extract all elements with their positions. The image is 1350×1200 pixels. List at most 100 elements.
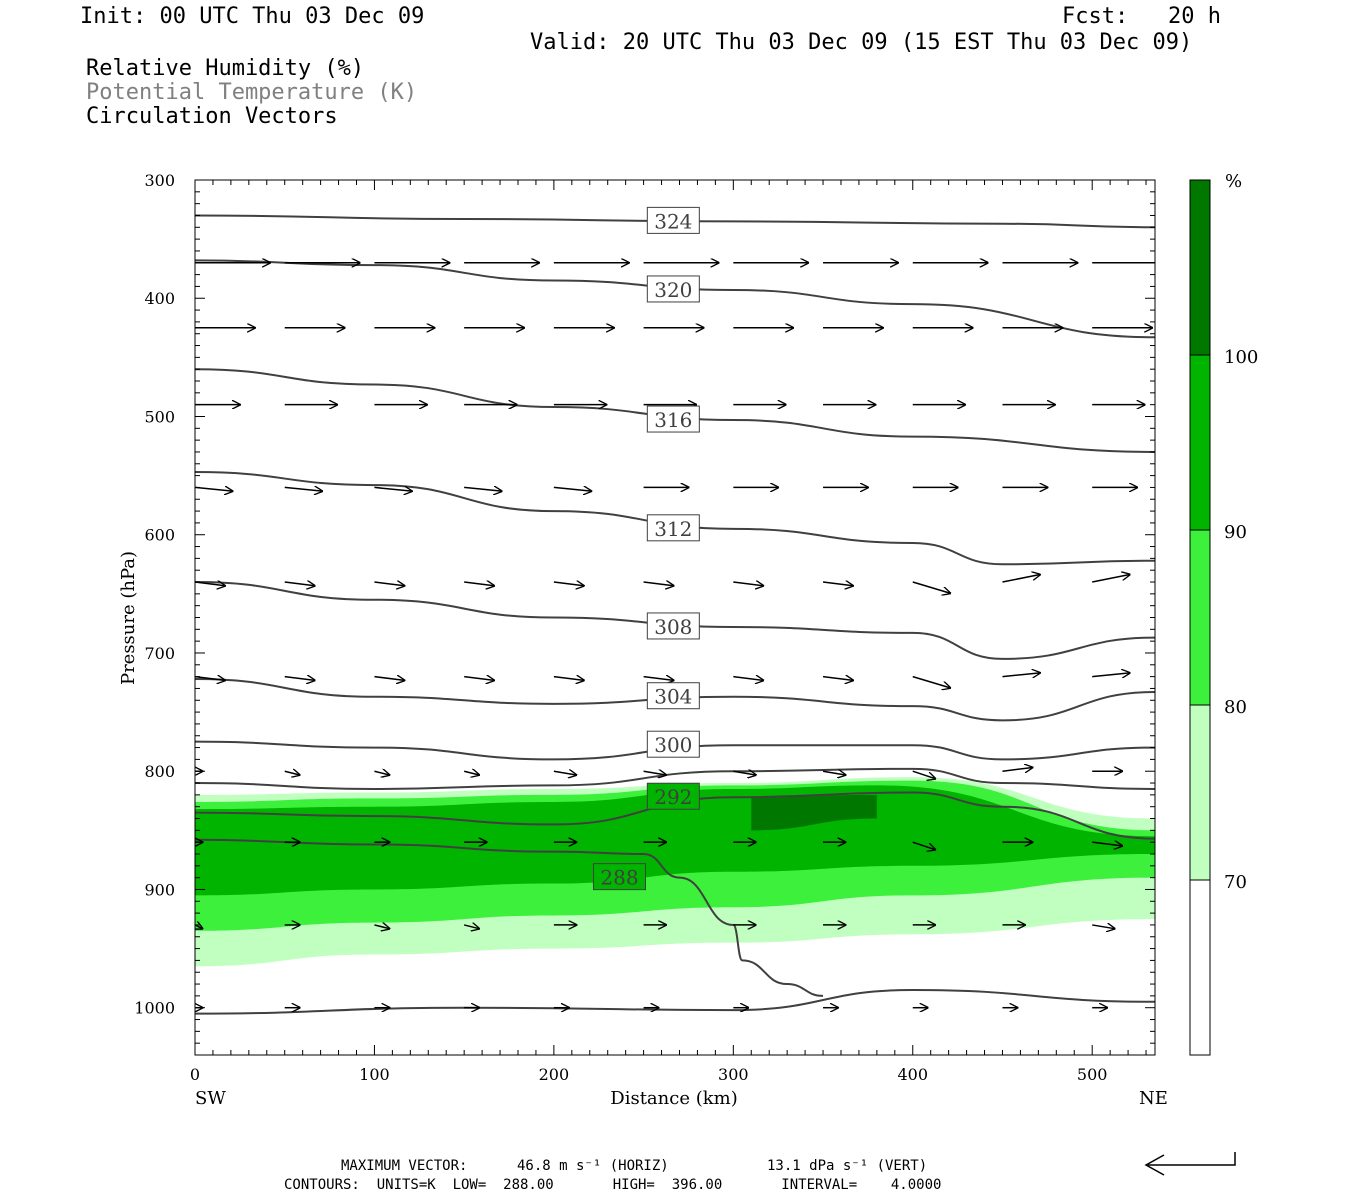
theta-label-text: 324 — [654, 209, 692, 233]
rh-band-90 — [195, 785, 1155, 896]
axis-ticks: 300 400 500 600 700 800 900 1000 0 100 200 300 400 50… — [134, 171, 1155, 1084]
circulation-vector — [284, 487, 323, 491]
circulation-vector — [195, 582, 225, 586]
theta-label-text: 316 — [654, 408, 692, 432]
circulation-vector — [553, 771, 577, 775]
theta-label-text: 304 — [654, 685, 692, 709]
theta-contour-312 — [195, 471, 1155, 566]
circulation-vector — [374, 487, 412, 491]
circulation-vector — [1002, 575, 1040, 583]
x-axis-label: Distance (km) — [610, 1088, 737, 1109]
colorbar: 70 80 90 100 — [1189, 179, 1258, 1056]
circulation-vector — [463, 771, 479, 775]
circulation-vector — [1092, 925, 1115, 929]
y-tick-label: 1000 — [134, 999, 175, 1018]
x-tick-label: 100 — [359, 1065, 390, 1084]
circulation-vector — [1092, 575, 1130, 583]
theta-label-text: 292 — [654, 785, 692, 809]
y-tick-label: 600 — [144, 526, 175, 545]
theta-contour-288 — [195, 838, 824, 997]
circulation-vector — [553, 677, 584, 681]
theta-label-292: 292 — [646, 782, 700, 810]
circulation-vector — [195, 487, 233, 491]
theta-contour-304 — [195, 677, 1155, 722]
theta-label-312: 312 — [646, 514, 700, 542]
circulation-vector — [822, 582, 853, 586]
max-vector-vert: 13.1 dPa s⁻¹ (VERT) — [767, 1158, 928, 1174]
theta-label-304: 304 — [646, 682, 700, 710]
circulation-vector — [553, 582, 584, 586]
y-tick-label: 400 — [144, 289, 175, 308]
circulation-vector — [643, 677, 674, 681]
colorbar-segment — [1190, 530, 1210, 705]
theta-contour-300 — [195, 740, 1155, 761]
theta-label-box — [646, 782, 700, 810]
y-tick-label: 900 — [144, 880, 175, 899]
colorbar-segment — [1190, 355, 1210, 530]
circulation-vector — [464, 677, 494, 681]
y-tick-label: 300 — [144, 171, 175, 190]
x-end-label-right: NE — [1139, 1088, 1168, 1109]
circulation-vector — [733, 771, 756, 775]
x-tick-label: 200 — [539, 1065, 570, 1084]
max-vector-horiz: 46.8 m s⁻¹ (HORIZ) — [517, 1158, 669, 1174]
circulation-vector — [284, 677, 315, 681]
theta-contour-296 — [195, 767, 1155, 790]
colorbar-label: 80 — [1224, 697, 1247, 718]
y-axis-label: Pressure (hPa) — [118, 551, 139, 685]
circulation-vector — [464, 582, 494, 586]
y-tick-label: 800 — [144, 762, 175, 781]
theta-label-300: 300 — [646, 730, 700, 758]
init-time: Init: 00 UTC Thu 03 Dec 09 — [80, 4, 425, 29]
circulation-vector — [464, 487, 502, 491]
theta-label-box — [646, 275, 700, 303]
theta-label-box — [646, 514, 700, 542]
circulation-vector — [1092, 842, 1122, 846]
circulation-vector — [374, 771, 389, 775]
forecast-hour: Fcst: 20 h — [1062, 4, 1221, 29]
circulation-vector — [463, 925, 479, 929]
circulation-vector — [1092, 673, 1130, 677]
theta-label-308: 308 — [646, 612, 700, 640]
circulation-vector — [374, 582, 404, 586]
x-tick-label: 500 — [1077, 1065, 1108, 1084]
rh-shading — [195, 777, 1155, 967]
theta-label-324: 324 — [646, 206, 700, 234]
circulation-vector — [195, 925, 203, 929]
circulation-vector — [733, 582, 763, 586]
colorbar-segment — [1190, 180, 1210, 355]
circulation-vector — [284, 582, 315, 586]
circulation-vector — [374, 677, 404, 681]
field-title-vectors: Circulation Vectors — [86, 104, 338, 129]
return-arrow-icon — [1144, 1152, 1236, 1176]
theta-contour-292 — [195, 791, 1155, 840]
theta-label-text: 308 — [654, 615, 692, 639]
theta-label-320: 320 — [646, 275, 700, 303]
colorbar-segment — [1190, 880, 1210, 1055]
contour-labels: 324 320 316 312 308 304 300 292 288 — [592, 206, 700, 891]
x-tick-label: 400 — [897, 1065, 928, 1084]
field-title-rh: Relative Humidity (%) — [86, 56, 365, 81]
colorbar-label: 70 — [1224, 872, 1247, 893]
x-end-label-left: SW — [195, 1088, 226, 1109]
circulation-vector — [822, 771, 846, 775]
x-tick-label: 0 — [190, 1065, 200, 1084]
circulation-vector — [912, 581, 951, 593]
theta-label-box — [646, 682, 700, 710]
colorbar-label: 90 — [1224, 522, 1247, 543]
x-tick-label: 300 — [718, 1065, 749, 1084]
theta-label-box — [646, 612, 700, 640]
circulation-vector — [553, 487, 592, 491]
theta-label-text: 320 — [654, 278, 692, 302]
circulation-vector — [643, 582, 674, 586]
circulation-vector — [195, 677, 225, 681]
colorbar-segment — [1190, 705, 1210, 880]
theta-contour-324 — [195, 214, 1155, 229]
theta-label-box — [592, 863, 646, 891]
colorbar-label: 100 — [1224, 347, 1258, 368]
circulation-vector — [912, 675, 951, 688]
theta-label-288: 288 — [592, 863, 646, 891]
rh-band-100 — [751, 794, 877, 831]
field-title-theta: Potential Temperature (K) — [86, 80, 418, 105]
